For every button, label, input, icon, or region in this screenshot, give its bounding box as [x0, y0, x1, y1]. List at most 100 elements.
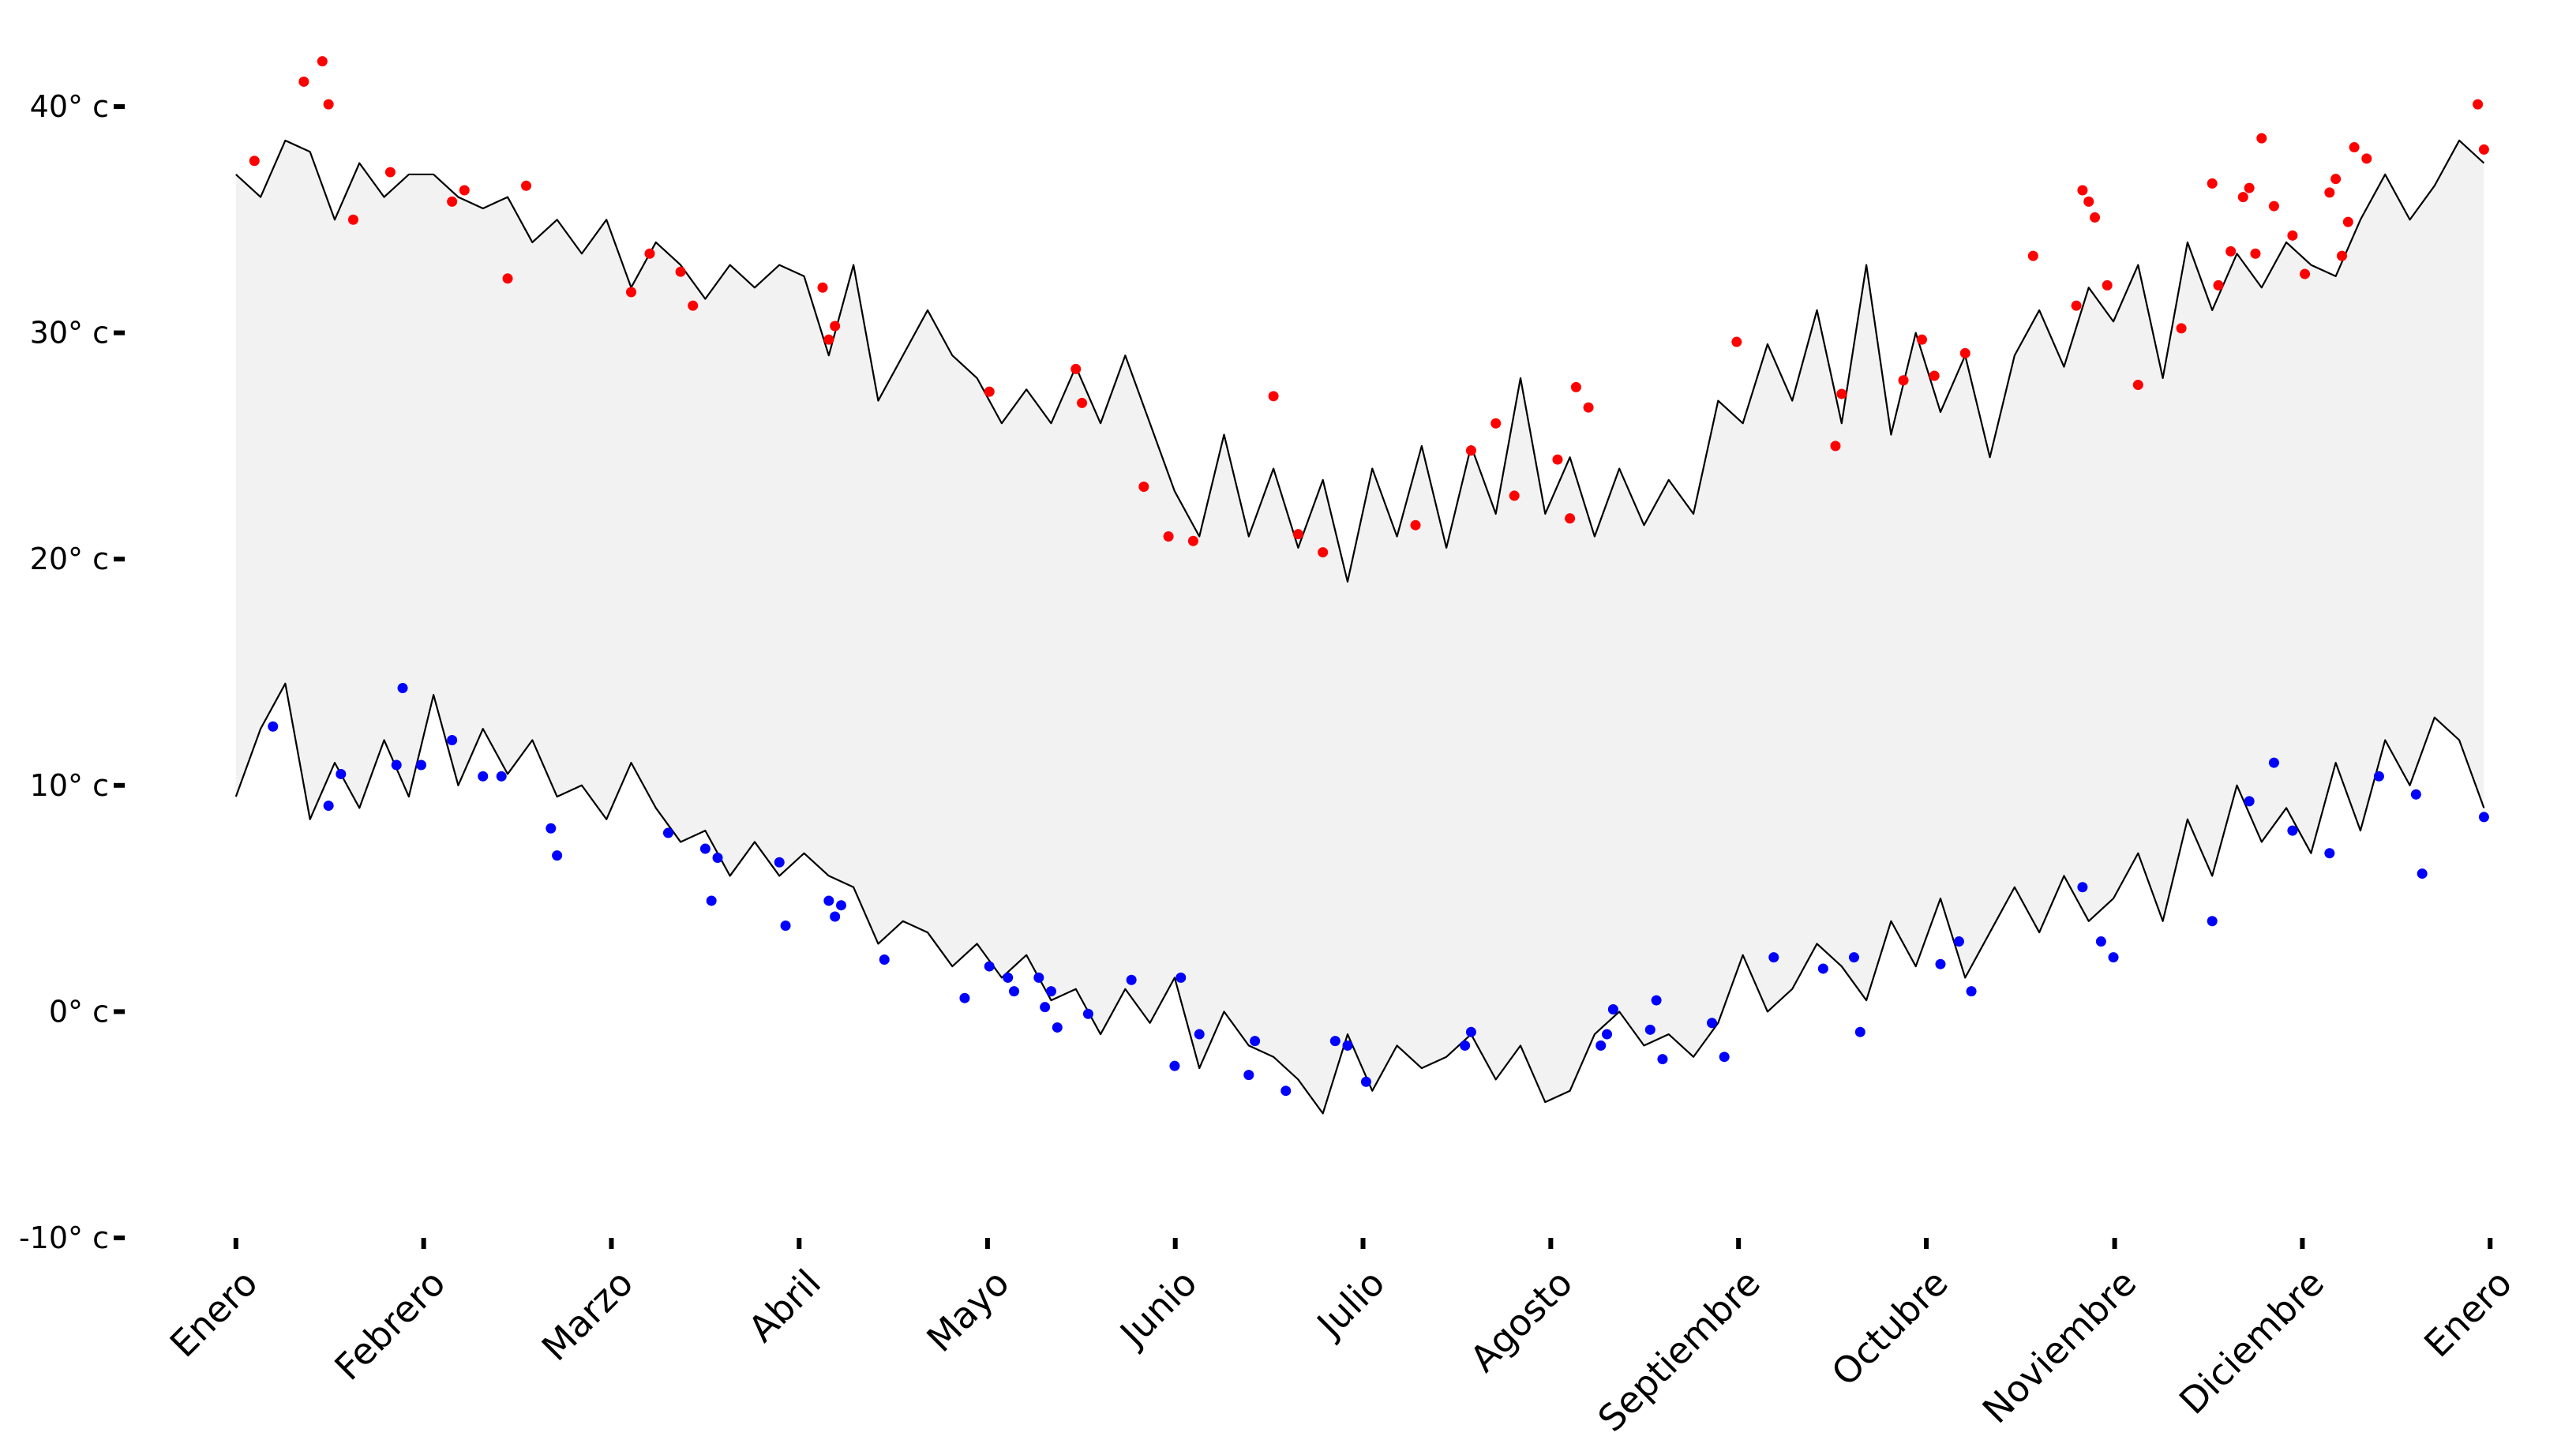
record-point — [1651, 995, 1662, 1006]
x-tick-label: Febrero — [326, 1262, 453, 1389]
record-point — [835, 900, 846, 911]
temperature-line — [234, 682, 2485, 1115]
record-point — [1465, 1026, 1476, 1037]
x-tick-label: Enero — [162, 1262, 266, 1366]
record-point — [1138, 481, 1149, 492]
record-point — [1410, 519, 1421, 531]
x-tick-label: Junio — [1110, 1262, 1205, 1356]
record-point — [1490, 418, 1502, 429]
record-point — [2071, 300, 2082, 311]
record-point — [397, 683, 408, 694]
record-point — [1719, 1052, 1730, 1063]
record-point — [817, 282, 828, 293]
record-point — [1768, 952, 1779, 963]
record-point — [1644, 1024, 1655, 1035]
record-point — [675, 266, 686, 277]
record-point — [391, 759, 402, 771]
record-point — [1033, 972, 1044, 983]
record-point — [1830, 441, 1841, 452]
record-point — [249, 156, 260, 167]
record-point — [1602, 1029, 1613, 1040]
record-point — [1570, 381, 1581, 392]
record-point — [502, 273, 513, 284]
record-point — [2095, 936, 2106, 947]
record-point — [298, 76, 309, 87]
record-point — [2478, 144, 2489, 155]
record-point — [2244, 796, 2255, 807]
record-point — [2207, 916, 2218, 927]
record-point — [1045, 986, 1056, 997]
record-point — [1243, 1070, 1254, 1081]
record-point — [1176, 972, 1187, 983]
record-point — [1731, 336, 1742, 347]
record-point — [2207, 178, 2218, 189]
record-point — [2077, 185, 2088, 196]
record-point — [1318, 547, 1329, 558]
record-point — [1040, 1002, 1051, 1013]
record-point — [2478, 812, 2489, 823]
record-point — [1935, 958, 1946, 969]
record-point — [478, 771, 489, 782]
record-point — [1929, 370, 1940, 381]
record-point — [2324, 187, 2335, 198]
record-point — [1953, 936, 1964, 947]
temperature-line — [235, 139, 2485, 583]
record-point — [1460, 1040, 1471, 1051]
record-point — [1465, 445, 1476, 456]
record-point — [2417, 868, 2428, 879]
record-point — [644, 248, 655, 259]
record-point — [2473, 99, 2484, 110]
record-point — [496, 771, 507, 782]
record-point — [2324, 848, 2335, 859]
record-point — [1126, 974, 1137, 985]
y-tick-label: 30° c — [30, 316, 109, 351]
record-point — [2336, 250, 2347, 261]
record-point — [2108, 952, 2119, 963]
y-tick-label: 40° c — [30, 89, 109, 124]
record-point — [546, 823, 557, 834]
record-point — [1268, 391, 1279, 402]
record-point — [2213, 279, 2224, 291]
record-point — [268, 721, 279, 732]
x-tick-label: Noviembre — [1974, 1262, 2145, 1432]
record-point — [1077, 397, 1088, 408]
range-fill — [235, 140, 2484, 1114]
record-point — [1003, 972, 1014, 983]
record-point — [2102, 279, 2113, 291]
x-tick-label: Abril — [741, 1262, 830, 1351]
record-point — [2077, 882, 2088, 893]
y-tick-label: -10° c — [19, 1221, 109, 1255]
record-point — [2176, 323, 2187, 334]
record-point — [1071, 363, 1082, 374]
record-point — [1657, 1054, 1668, 1065]
record-point — [2256, 133, 2267, 144]
record-point — [1898, 375, 1909, 386]
record-point — [1707, 1018, 1718, 1029]
record-point — [447, 734, 458, 745]
record-point — [323, 99, 334, 110]
record-point — [1250, 1036, 1261, 1047]
record-point — [1565, 513, 1576, 524]
record-point — [1854, 1026, 1865, 1037]
record-point — [2090, 212, 2101, 223]
record-point — [1163, 531, 1174, 542]
record-point — [662, 827, 673, 838]
record-point — [625, 287, 636, 298]
record-point — [2330, 174, 2342, 185]
record-point — [2244, 182, 2255, 193]
x-tick-label: Julio — [1307, 1262, 1393, 1347]
y-tick-label: 20° c — [30, 542, 109, 576]
record-point — [2287, 230, 2298, 241]
record-point — [2373, 771, 2384, 782]
record-point — [459, 185, 470, 196]
record-point — [830, 911, 841, 922]
record-point — [1009, 986, 1020, 997]
record-point — [2250, 248, 2261, 259]
record-point — [2237, 192, 2248, 203]
record-point — [984, 386, 995, 397]
record-point — [984, 961, 995, 972]
x-tick-label: Octubre — [1823, 1262, 1955, 1394]
record-point — [2349, 142, 2360, 153]
y-tick-label: 10° c — [30, 768, 109, 803]
record-point — [1966, 986, 1977, 997]
